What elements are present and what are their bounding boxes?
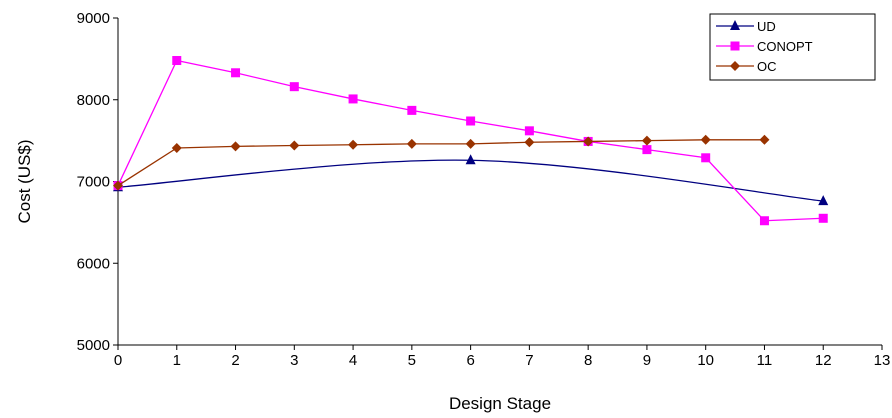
data-point-conopt [466,116,476,126]
x-tick-label: 6 [466,352,474,369]
y-axis-title: Cost (US$) [15,139,34,223]
data-point-conopt [348,94,358,104]
x-tick-label: 0 [114,352,122,369]
x-tick-label: 13 [874,352,891,369]
data-point-oc [171,142,182,153]
data-point-conopt [818,213,828,223]
legend-marker-oc [730,61,740,71]
data-point-ud [818,195,829,206]
legend-label: CONOPT [757,39,813,54]
data-point-conopt [407,105,417,115]
data-point-oc [289,140,300,151]
x-tick-label: 4 [349,352,357,369]
series-oc [113,134,770,191]
y-tick-label: 6000 [77,255,110,272]
data-point-conopt [289,82,299,92]
legend-marker-ud [730,20,740,30]
data-point-oc [230,141,241,152]
data-point-conopt [172,56,182,66]
x-tick-label: 3 [290,352,298,369]
data-point-conopt [524,126,534,136]
data-point-oc [583,136,594,147]
data-point-oc [759,134,770,145]
legend-entry-ud: UD [716,19,776,34]
x-tick-label: 7 [525,352,533,369]
data-point-oc [700,134,711,145]
data-point-ud [465,154,476,165]
chart-legend: UD CONOPT OC [709,13,876,81]
chart-series [113,56,829,226]
data-point-oc [641,135,652,146]
x-tick-label: 10 [697,352,714,369]
x-tick-label: 12 [815,352,832,369]
legend-label: UD [757,19,776,34]
data-point-oc [113,180,123,191]
x-tick-label: 9 [643,352,651,369]
data-point-oc [406,138,417,149]
x-tick-label: 2 [231,352,239,369]
x-tick-label: 8 [584,352,592,369]
legend-label: OC [757,59,777,74]
series-line-ud [117,159,824,202]
legend-marker-conopt [730,41,740,51]
y-tick-label: 5000 [77,337,110,354]
data-point-oc [348,139,359,150]
data-point-conopt [231,68,241,78]
series-line-oc [117,139,765,187]
x-tick-label: 11 [757,352,773,369]
data-point-conopt [642,145,652,155]
data-point-oc [465,138,476,149]
x-tick-label: 1 [173,352,181,369]
data-point-conopt [759,216,769,226]
data-point-oc [524,137,535,148]
y-tick-label: 9000 [77,10,110,27]
y-tick-label: 8000 [77,92,110,109]
series-ud [113,154,829,206]
x-tick-label: 5 [408,352,416,369]
y-tick-label: 7000 [77,174,110,191]
x-axis-title: Design Stage [449,394,551,413]
data-point-conopt [701,153,711,163]
legend-entry-oc: OC [716,59,777,74]
legend-entry-conopt: CONOPT [716,39,813,54]
